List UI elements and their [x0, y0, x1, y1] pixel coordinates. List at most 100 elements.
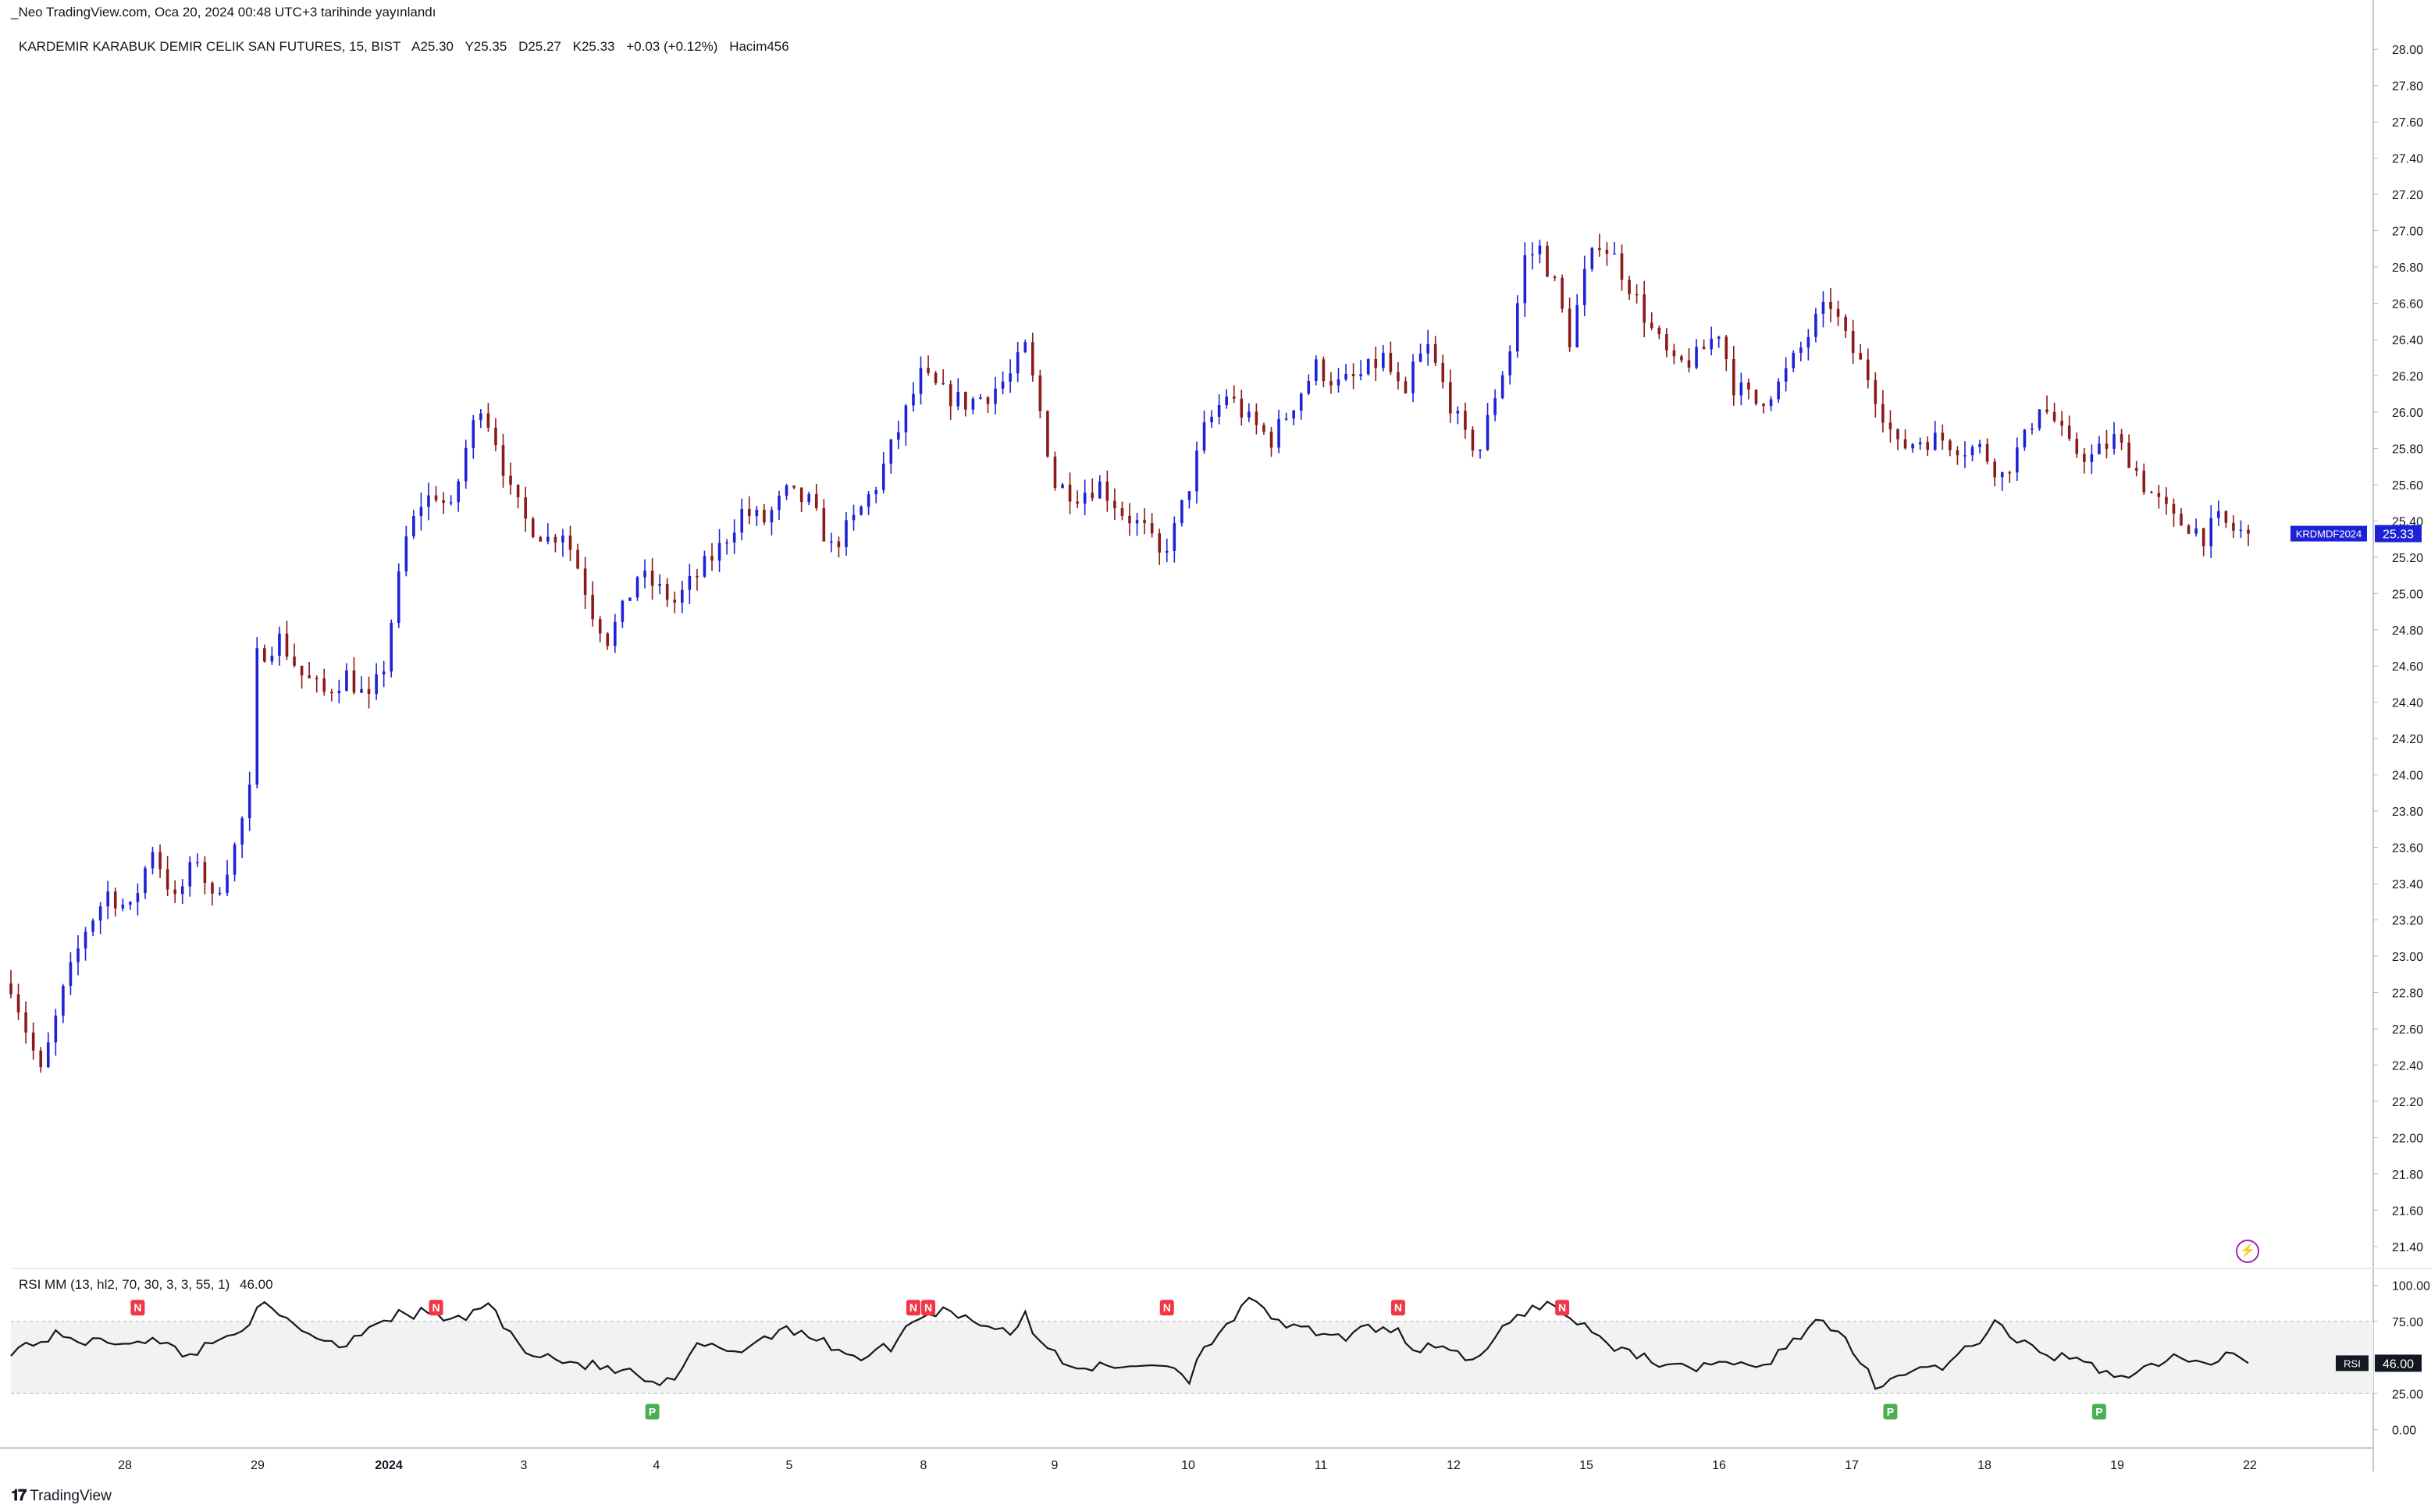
price-tick-label: 22.00 [2392, 1132, 2423, 1145]
candle-body [845, 520, 848, 547]
candlestick-series [9, 233, 2250, 1073]
candle-body [1546, 245, 1549, 277]
candle-body [1582, 269, 1586, 305]
negative-signal-marker [1555, 1300, 1570, 1316]
candle-body [457, 481, 460, 503]
candle-body [98, 906, 102, 921]
candle-body [1269, 432, 1273, 448]
candle-body [166, 869, 169, 890]
price-tick-label: 21.60 [2392, 1204, 2423, 1218]
price-tick-label: 26.20 [2392, 370, 2423, 383]
candle-body [1777, 381, 1780, 400]
candle-body [211, 882, 214, 894]
price-tick-label: 23.20 [2392, 915, 2423, 928]
candle-body [1433, 343, 1437, 363]
positive-signal-marker [645, 1403, 660, 1420]
rsi-value-badge [2375, 1354, 2422, 1372]
candle-body [606, 633, 610, 646]
candle-body [665, 584, 669, 600]
candle-body [91, 920, 94, 932]
candle-body [673, 599, 677, 603]
price-axis[interactable]: 21.40 21.60 21.80 22.00 22.20 22.40 22.60 22.80… [2373, 44, 2423, 1254]
candle-body [226, 874, 229, 893]
candle-body [247, 784, 251, 819]
price-tick-label: 25.80 [2392, 443, 2423, 456]
price-tick-label: 28.00 [2392, 44, 2423, 57]
candle-body [293, 656, 296, 666]
candle-body [1135, 520, 1139, 524]
candle-body [1561, 277, 1564, 309]
candle-body [1337, 379, 1340, 386]
candle-body [1866, 359, 1870, 381]
candle-body [106, 891, 109, 907]
candle-body [1605, 250, 1609, 254]
candle-body [84, 931, 87, 949]
price-tick-label: 27.80 [2392, 80, 2423, 94]
legend-open: A25.30 [411, 39, 454, 54]
candle-body [1508, 351, 1512, 375]
candle-body [449, 502, 453, 503]
candle-body [2023, 429, 2027, 448]
candle-body [404, 536, 408, 572]
candle-body [1881, 404, 1885, 423]
price-tick-label: 24.00 [2392, 770, 2423, 783]
candle-body [770, 510, 774, 523]
signal-marker-label: N [1394, 1301, 1402, 1314]
candle-body [1493, 398, 1497, 415]
price-tick-label: 26.40 [2392, 334, 2423, 347]
time-tick-label: 12 [1447, 1459, 1461, 1472]
published-note: _Neo TradingView.com, Oca 20, 2024 00:48… [11, 5, 436, 20]
candle-body [2142, 471, 2146, 493]
lightning-icon[interactable]: ⚡ [2236, 1240, 2259, 1263]
candle-body [1448, 382, 1452, 414]
tradingview-brand[interactable]: 𝟏𝟕 TradingView [11, 1487, 112, 1505]
candle-body [1635, 294, 1639, 296]
candle-body [1643, 294, 1646, 323]
candle-body [1829, 301, 1832, 309]
price-tick-label: 23.40 [2392, 878, 2423, 891]
candle-body [24, 1012, 27, 1033]
candle-body [1165, 550, 1169, 553]
candle-body [1888, 422, 1892, 429]
candle-body [778, 496, 781, 511]
signal-marker-label: N [133, 1301, 141, 1314]
rsi-band [11, 1321, 2373, 1394]
signal-marker-label: N [909, 1301, 917, 1314]
candle-body [1150, 523, 1154, 534]
candle-body [1680, 356, 1683, 361]
price-tick-label: 26.00 [2392, 407, 2423, 420]
candle-body [464, 447, 468, 482]
candle-body [337, 691, 341, 694]
time-axis[interactable]: 28 29 2024 3 4 5 8 9 10 11 12 15 16 17 18 19 22 [118, 1459, 2257, 1472]
rsi-legend-title[interactable]: RSI MM (13, hl2, 70, 30, 3, 3, 55, 1) [19, 1277, 230, 1292]
candle-body [1277, 418, 1280, 448]
candle-body [964, 392, 967, 410]
candle-body [994, 388, 997, 404]
candle-body [121, 904, 125, 909]
candle-body [1001, 381, 1005, 389]
candle-body [501, 445, 505, 476]
candle-body [1180, 500, 1183, 524]
brand-name: TradingView [30, 1487, 112, 1504]
candle-body [144, 868, 147, 894]
candle-body [681, 589, 684, 603]
legend-symbol[interactable]: KARDEMIR KARABUK DEMIR CELIK SAN FUTURES… [19, 39, 401, 54]
candle-body [553, 536, 557, 543]
candle-body [2105, 443, 2109, 449]
candle-body [151, 852, 155, 869]
candle-body [2232, 522, 2235, 531]
candle-body [703, 556, 707, 577]
rsi-axis[interactable]: 0.00 25.00 75.00 100.00 [2373, 1280, 2430, 1438]
candle-body [2209, 518, 2213, 546]
price-tick-label: 24.40 [2392, 697, 2423, 710]
candle-body [971, 398, 975, 410]
candle-body [822, 508, 826, 542]
candle-body [650, 571, 654, 586]
rsi-name-badge-label: RSI [2344, 1357, 2361, 1369]
candle-body [270, 656, 274, 662]
candle-body [830, 541, 833, 543]
signal-marker-label: N [1558, 1301, 1566, 1314]
candle-body [755, 510, 759, 517]
rsi-value-label: 46.00 [2383, 1357, 2414, 1371]
